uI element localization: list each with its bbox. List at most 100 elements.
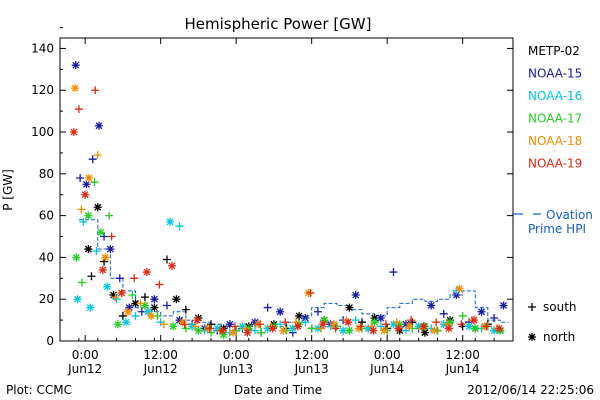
data-point-north bbox=[495, 324, 504, 333]
data-point-north bbox=[103, 282, 112, 291]
data-point-south bbox=[181, 324, 190, 333]
data-point-north bbox=[318, 320, 327, 329]
data-point-south bbox=[207, 328, 215, 337]
data-point-north bbox=[144, 307, 153, 316]
data-point-north bbox=[380, 326, 389, 335]
data-point-south bbox=[402, 326, 411, 335]
data-point-north bbox=[71, 84, 80, 93]
data-point-north bbox=[122, 318, 131, 327]
x-tick-date-label: Jun12 bbox=[67, 362, 102, 376]
data-point-north bbox=[82, 180, 91, 189]
data-point-south bbox=[257, 328, 266, 337]
legend-south-label: south bbox=[543, 300, 577, 314]
data-point-north bbox=[166, 217, 175, 226]
x-axis-label: Date and Time bbox=[234, 383, 322, 397]
data-point-south bbox=[205, 324, 214, 333]
legend-south-marker bbox=[528, 303, 536, 311]
data-point-north bbox=[86, 303, 95, 312]
data-point-north bbox=[142, 268, 151, 277]
data-point-north bbox=[351, 291, 360, 300]
data-point-north bbox=[194, 326, 203, 335]
x-tick-date-label: Jun14 bbox=[369, 362, 404, 376]
data-point-south bbox=[482, 322, 491, 331]
y-tick-label: 0 bbox=[46, 334, 54, 348]
data-point-north bbox=[73, 295, 82, 304]
data-point-south bbox=[79, 217, 88, 226]
data-point-south bbox=[457, 320, 466, 329]
data-point-north bbox=[131, 299, 140, 308]
data-point-north bbox=[93, 203, 102, 212]
data-point-south bbox=[307, 324, 316, 333]
data-point-south bbox=[118, 311, 127, 320]
data-point-south bbox=[87, 272, 96, 281]
data-point-south bbox=[159, 320, 168, 329]
data-point-north bbox=[125, 303, 134, 312]
data-point-north bbox=[430, 326, 439, 335]
y-tick-label: 100 bbox=[31, 125, 54, 139]
x-tick-time-label: 0:00 bbox=[374, 348, 401, 362]
data-point-north bbox=[178, 318, 187, 327]
data-point-south bbox=[301, 318, 310, 327]
data-point-north bbox=[72, 253, 81, 262]
data-point-south bbox=[180, 320, 189, 329]
data-point-south bbox=[90, 178, 99, 187]
x-tick-date-label: Jun13 bbox=[218, 362, 253, 376]
x-tick-time-label: 12:00 bbox=[143, 348, 178, 362]
legend-entry: METP-02 bbox=[528, 44, 580, 58]
y-tick-label: 60 bbox=[39, 209, 54, 223]
data-point-north bbox=[427, 301, 436, 310]
data-point-north bbox=[420, 328, 429, 337]
data-point-north bbox=[490, 326, 499, 335]
data-point-south bbox=[251, 326, 260, 335]
data-point-north bbox=[169, 322, 178, 331]
data-point-south bbox=[276, 320, 285, 329]
data-point-north bbox=[446, 318, 455, 327]
legend-ovation-label-2: Prime HPI bbox=[528, 222, 586, 236]
data-point-south bbox=[107, 232, 116, 241]
y-tick-label: 80 bbox=[39, 167, 54, 181]
data-point-north bbox=[150, 303, 159, 312]
data-point-north bbox=[98, 265, 107, 274]
data-point-south bbox=[100, 232, 109, 241]
data-point-north bbox=[69, 128, 78, 137]
y-tick-label: 140 bbox=[31, 41, 54, 55]
y-tick-label: 20 bbox=[39, 292, 54, 306]
data-point-south bbox=[207, 320, 215, 329]
data-point-north bbox=[354, 324, 363, 333]
timestamp: 2012/06/14 22:25:06 bbox=[467, 383, 594, 397]
data-point-north bbox=[394, 324, 403, 333]
data-point-north bbox=[123, 307, 132, 316]
data-point-south bbox=[458, 311, 467, 320]
data-point-north bbox=[414, 322, 423, 331]
data-point-south bbox=[91, 86, 100, 95]
x-tick-date-label: Jun13 bbox=[294, 362, 329, 376]
data-point-north bbox=[405, 322, 414, 331]
data-point-north bbox=[455, 284, 464, 293]
data-point-south bbox=[162, 301, 171, 310]
data-point-south bbox=[191, 322, 200, 331]
data-point-north bbox=[376, 314, 385, 323]
data-point-north bbox=[147, 311, 156, 320]
data-point-south bbox=[432, 318, 441, 327]
data-point-north bbox=[288, 324, 297, 333]
data-point-north bbox=[225, 320, 234, 329]
data-point-north bbox=[84, 245, 93, 254]
data-point-south bbox=[77, 205, 86, 214]
data-point-south bbox=[389, 268, 398, 277]
data-point-north bbox=[452, 291, 461, 300]
data-point-south bbox=[105, 211, 114, 220]
data-point-north bbox=[251, 318, 260, 327]
data-point-north bbox=[172, 295, 181, 304]
data-point-north bbox=[293, 322, 302, 331]
data-point-south bbox=[155, 280, 164, 289]
data-point-north bbox=[339, 326, 348, 335]
plot-credit: Plot: CCMC bbox=[6, 383, 72, 397]
data-point-north bbox=[101, 253, 110, 262]
chart-title: Hemispheric Power [GW] bbox=[185, 15, 372, 33]
y-axis-label: P [GW] bbox=[1, 169, 15, 211]
data-point-south bbox=[356, 322, 365, 331]
plot-area: 0204060801001201400:00Jun1212:00Jun120:0… bbox=[31, 27, 514, 376]
data-point-south bbox=[263, 303, 272, 312]
data-point-south bbox=[381, 320, 390, 329]
legend-entry: NOAA-18 bbox=[528, 134, 582, 148]
